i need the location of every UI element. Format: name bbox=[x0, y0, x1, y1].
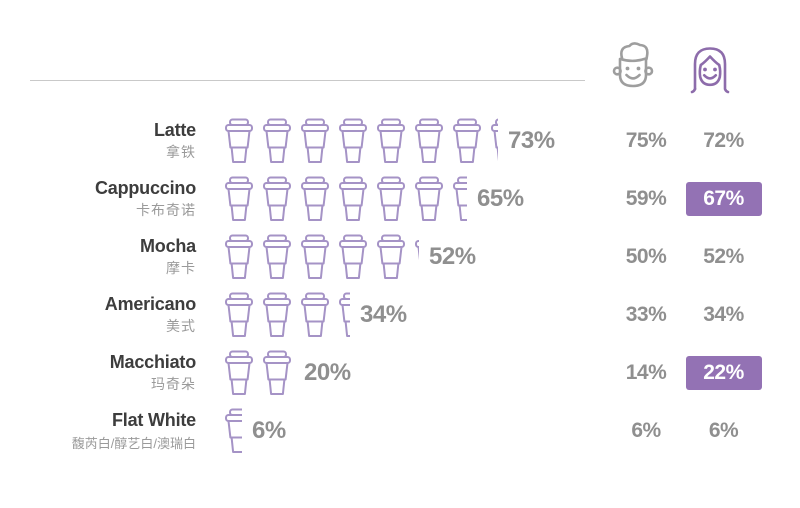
coffee-cup-icon bbox=[374, 234, 408, 280]
coffee-cup-icon bbox=[412, 118, 446, 164]
coffee-cup-icon bbox=[222, 292, 256, 338]
coffee-cup-icon bbox=[298, 118, 332, 164]
female-value: 6% bbox=[708, 419, 739, 442]
cup-icons bbox=[222, 408, 242, 454]
category-name-en: Latte bbox=[153, 119, 196, 140]
male-value: 33% bbox=[625, 303, 667, 326]
male-value: 6% bbox=[631, 419, 661, 442]
coffee-cup-icon bbox=[222, 176, 256, 222]
coffee-cup-icon bbox=[260, 350, 294, 396]
category-name-zh: 摩卡 bbox=[166, 260, 196, 277]
category-name-en: Macchiato bbox=[109, 351, 196, 372]
overall-value: 20% bbox=[304, 359, 351, 386]
chart-row-mocha: Mocha 摩卡 52% 50% 52% bbox=[20, 228, 786, 286]
coffee-cup-partial-icon bbox=[412, 234, 419, 280]
female-value-cell: 52% bbox=[681, 240, 766, 274]
cup-bar: 73% bbox=[210, 118, 611, 164]
category-name-zh: 玛奇朵 bbox=[151, 376, 196, 393]
coffee-cup-icon bbox=[336, 176, 370, 222]
cup-icons bbox=[222, 118, 498, 164]
male-value: 14% bbox=[625, 361, 667, 384]
coffee-cup-icon bbox=[260, 176, 294, 222]
category-name-en: Cappuccino bbox=[94, 177, 196, 198]
coffee-cup-icon bbox=[298, 234, 332, 280]
category-label: Macchiato 玛奇朵 bbox=[20, 352, 210, 395]
coffee-cup-icon bbox=[412, 176, 446, 222]
divider bbox=[30, 80, 585, 81]
overall-value: 65% bbox=[477, 185, 524, 212]
coffee-cup-icon bbox=[374, 118, 408, 164]
cup-bar: 52% bbox=[210, 234, 611, 280]
coffee-cup-icon bbox=[374, 176, 408, 222]
coffee-cup-icon bbox=[260, 234, 294, 280]
cup-icons bbox=[222, 350, 294, 396]
category-name-zh: 拿铁 bbox=[166, 144, 196, 161]
female-face-icon bbox=[682, 40, 738, 96]
coffee-cup-icon bbox=[298, 292, 332, 338]
category-name-zh: 卡布奇诺 bbox=[136, 202, 196, 219]
chart-row-americano: Americano 美式 34% 33% 34% bbox=[20, 286, 786, 344]
category-label: Flat White 馥芮白/醇艺白/澳瑞白 bbox=[20, 410, 210, 452]
category-name-en: Flat White bbox=[112, 410, 196, 431]
coffee-cup-icon bbox=[222, 118, 256, 164]
male-value: 50% bbox=[625, 245, 667, 268]
overall-value: 34% bbox=[360, 301, 407, 328]
cup-icons bbox=[222, 292, 350, 338]
category-label: Cappuccino 卡布奇诺 bbox=[20, 178, 210, 221]
female-value-cell: 6% bbox=[681, 414, 766, 448]
coffee-cup-partial-icon bbox=[450, 176, 467, 222]
legend-icons bbox=[605, 40, 738, 96]
overall-value: 73% bbox=[508, 127, 555, 154]
category-label: Mocha 摩卡 bbox=[20, 236, 210, 279]
category-label: Latte 拿铁 bbox=[20, 120, 210, 163]
coffee-cup-icon bbox=[336, 118, 370, 164]
category-name-zh: 馥芮白/醇艺白/澳瑞白 bbox=[71, 435, 196, 451]
male-face-icon bbox=[605, 40, 661, 96]
category-name-zh: 美式 bbox=[166, 318, 196, 335]
category-name-en: Americano bbox=[104, 293, 196, 314]
category-name-en: Mocha bbox=[139, 235, 196, 256]
category-label: Americano 美式 bbox=[20, 294, 210, 337]
coffee-cup-icon bbox=[260, 292, 294, 338]
coffee-cup-icon bbox=[222, 234, 256, 280]
cup-icons bbox=[222, 234, 419, 280]
female-value: 34% bbox=[703, 303, 744, 326]
chart-row-flat-white: Flat White 馥芮白/醇艺白/澳瑞白 6% 6% 6% bbox=[20, 402, 786, 460]
female-value: 52% bbox=[703, 245, 744, 268]
coffee-cup-icon bbox=[222, 350, 256, 396]
female-value: 67% bbox=[685, 182, 762, 216]
female-value-cell: 67% bbox=[681, 182, 766, 216]
chart-row-macchiato: Macchiato 玛奇朵 20% 14% 22% bbox=[20, 344, 786, 402]
coffee-cup-icon bbox=[298, 176, 332, 222]
female-value-cell: 72% bbox=[681, 124, 766, 158]
cup-icons bbox=[222, 176, 467, 222]
coffee-cup-icon bbox=[336, 234, 370, 280]
overall-value: 52% bbox=[429, 243, 476, 270]
chart-rows: Latte 拿铁 73% 75% 72% Cappuccino 卡布奇诺 65%… bbox=[20, 112, 786, 460]
cup-bar: 34% bbox=[210, 292, 611, 338]
chart-row-latte: Latte 拿铁 73% 75% 72% bbox=[20, 112, 786, 170]
coffee-cup-partial-icon bbox=[336, 292, 350, 338]
female-value: 22% bbox=[685, 356, 762, 390]
cup-bar: 65% bbox=[210, 176, 611, 222]
male-value: 59% bbox=[625, 187, 667, 210]
coffee-cup-partial-icon bbox=[222, 408, 242, 454]
coffee-cup-icon bbox=[450, 118, 484, 164]
coffee-cup-partial-icon bbox=[488, 118, 498, 164]
female-value-cell: 34% bbox=[681, 298, 766, 332]
cup-bar: 20% bbox=[210, 350, 611, 396]
female-value: 72% bbox=[703, 129, 744, 152]
coffee-cup-icon bbox=[260, 118, 294, 164]
overall-value: 6% bbox=[252, 417, 286, 444]
cup-bar: 6% bbox=[210, 408, 611, 454]
male-value: 75% bbox=[625, 129, 667, 152]
chart-row-cappuccino: Cappuccino 卡布奇诺 65% 59% 67% bbox=[20, 170, 786, 228]
female-value-cell: 22% bbox=[681, 356, 766, 390]
